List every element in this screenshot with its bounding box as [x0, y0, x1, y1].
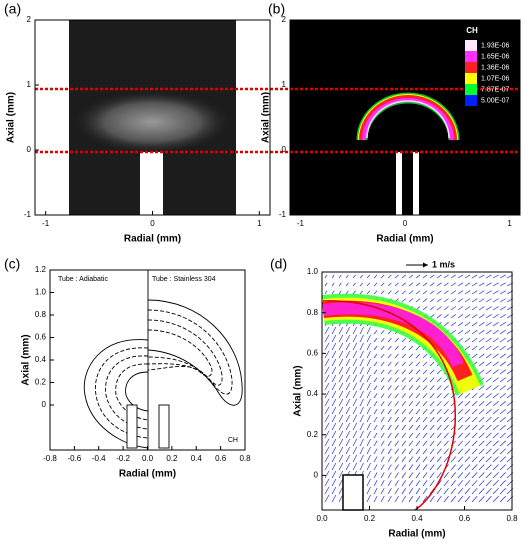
y-tick-label: 1	[27, 80, 32, 89]
y-tick-label: 0.6	[307, 348, 319, 357]
annotation: Tube : Adiabatic	[58, 276, 108, 283]
y-tick-label: 0.6	[35, 333, 47, 342]
colorbar-swatch	[465, 62, 477, 73]
x-tick-label: -1	[297, 219, 305, 228]
annotation: CH	[228, 437, 238, 444]
plot-frame	[49, 269, 246, 451]
y-tick-label: 0.2	[35, 378, 47, 387]
y-axis-label: Axial (mm)	[21, 334, 32, 385]
y-tick-label: 0.2	[307, 430, 319, 439]
y-axis-label: Axial (mm)	[293, 365, 304, 416]
x-tick-label: 1	[257, 219, 262, 228]
x-tick-label: 0.6	[215, 454, 227, 463]
x-axis-label: Radial (mm)	[119, 469, 176, 480]
y-tick-label: 0	[27, 145, 32, 154]
y-tick-label: 2	[282, 15, 287, 24]
x-axis-label: Radial (mm)	[388, 529, 445, 540]
panel-label: (c)	[4, 256, 20, 272]
x-tick-label: 1	[507, 219, 512, 228]
colorbar-swatch	[465, 84, 477, 95]
x-tick-label: -0.6	[67, 454, 81, 463]
x-tick-label: 0.2	[166, 454, 178, 463]
panel-label: (b)	[268, 1, 285, 17]
colorbar-label: 1.93E-06	[481, 42, 510, 49]
colorbar-label: 1.36E-06	[481, 64, 510, 71]
x-axis-label: Radial (mm)	[124, 234, 181, 245]
y-tick-label: -1	[279, 210, 287, 219]
colorbar-swatch	[465, 73, 477, 84]
y-tick-label: 1.0	[307, 267, 319, 276]
x-tick-label: 0	[403, 219, 408, 228]
x-tick-label: 0.2	[364, 514, 376, 523]
x-tick-label: 0.0	[316, 514, 328, 523]
colorbar-label: 5.00E-07	[481, 97, 510, 104]
colorbar-label: 1.07E-06	[481, 75, 510, 82]
colorbar-swatch	[465, 95, 477, 106]
y-tick-label: 2	[27, 15, 32, 24]
panel-b-image	[290, 20, 520, 215]
x-tick-label: 0.4	[411, 514, 423, 523]
y-tick-label: 1.2	[35, 265, 47, 274]
y-axis-label: Axial (mm)	[261, 92, 272, 143]
y-tick-label: 0	[314, 471, 319, 480]
panel-c-contours	[83, 270, 243, 450]
colorbar-swatch	[465, 40, 477, 51]
x-tick-label: 0.4	[191, 454, 203, 463]
panel-d-flame	[321, 262, 484, 511]
x-tick-label: 0.8	[506, 514, 518, 523]
y-tick-label: 0.4	[35, 355, 47, 364]
x-tick-label: 0.8	[239, 454, 251, 463]
x-tick-label: 0.0	[142, 454, 154, 463]
annotation: Tube : Stainless 304	[152, 276, 216, 283]
y-axis-label: Axial (mm)	[6, 92, 17, 143]
y-tick-label: -1	[24, 210, 32, 219]
x-tick-label: 0.6	[459, 514, 471, 523]
colorbar-swatch	[465, 51, 477, 62]
x-axis-label: Radial (mm)	[376, 234, 433, 245]
y-tick-label: 0.8	[35, 310, 47, 319]
x-tick-label: -1	[42, 219, 50, 228]
y-tick-label: 0.8	[307, 308, 319, 317]
y-tick-label: 0.4	[307, 389, 319, 398]
x-tick-label: -0.2	[116, 454, 130, 463]
x-tick-label: -0.8	[43, 454, 57, 463]
y-tick-label: 0	[42, 400, 47, 409]
panel-label: (d)	[270, 256, 287, 272]
y-tick-label: 1.0	[35, 288, 47, 297]
colorbar-title: CH	[466, 26, 478, 35]
y-tick-label: 1	[282, 80, 287, 89]
x-tick-label: -0.4	[92, 454, 106, 463]
colorbar-label: 1.65E-06	[481, 53, 510, 60]
panel-label: (a)	[4, 1, 21, 17]
y-tick-label: 0	[282, 145, 287, 154]
colorbar-label: 7.87E-07	[481, 86, 510, 93]
annotation: 1 m/s	[432, 259, 455, 269]
panel-a-image	[35, 20, 270, 215]
x-tick-label: 0	[150, 219, 155, 228]
